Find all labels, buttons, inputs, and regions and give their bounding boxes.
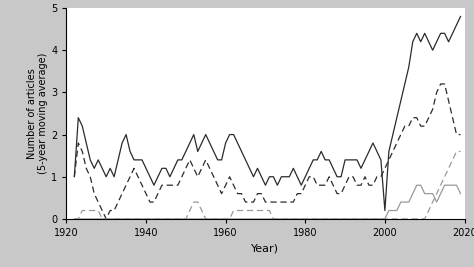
X-axis label: Year): Year) <box>251 244 280 254</box>
Y-axis label: Number of articles
(5-year moving average): Number of articles (5-year moving averag… <box>27 53 48 174</box>
